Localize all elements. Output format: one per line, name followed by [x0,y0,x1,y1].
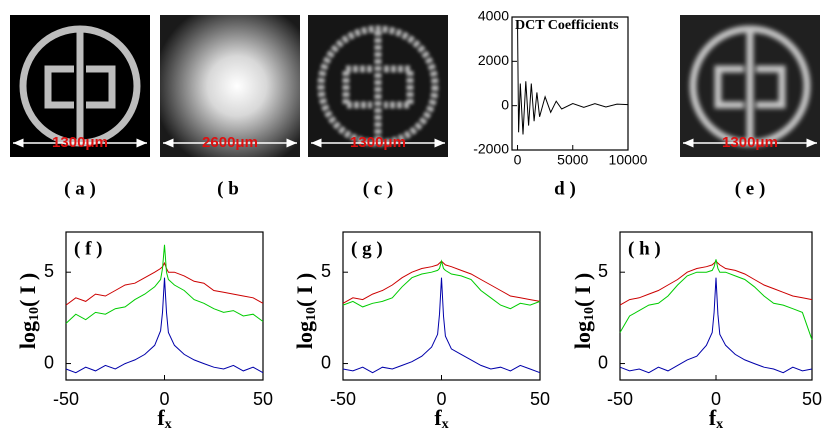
panel-caption: ( h ) [628,238,661,259]
series-line [65,277,264,374]
x-axis-label-main: f [709,405,717,430]
x-tick-label: 0 [514,152,522,168]
y-tick-label: 4000 [478,8,509,24]
y-axis-label-main: log [15,321,40,349]
y-tick-label: 5 [598,261,608,281]
y-tick-label: 0 [501,96,509,112]
y-axis-label: log10( I ) [570,273,597,349]
x-tick-label: 50 [802,389,822,409]
x-tick-label: 0 [159,389,169,409]
panel-caption: ( f ) [74,238,102,259]
x-tick-label: 10000 [609,152,648,168]
x-tick-label: 0 [436,389,446,409]
series-line [342,277,541,374]
y-axis-label-rest: ( I ) [15,273,40,307]
y-axis-label-rest: ( I ) [292,273,317,307]
chart-title: DCT Coefficients [515,18,619,33]
x-axis-label-main: f [157,405,165,430]
y-tick-label: 0 [44,352,54,372]
panel-caption: ( a ) [64,178,96,199]
y-tick-label: 0 [321,352,331,372]
y-tick-label: 5 [321,261,331,281]
x-axis-label: fx [709,405,723,432]
scale-label: 2600μm [202,134,258,151]
x-axis-label-main: f [434,405,442,430]
y-axis-label-sub: 10 [304,307,319,321]
y-tick-label: -2000 [473,141,509,157]
plot-frame [511,16,629,151]
series-line [619,277,813,374]
x-tick-label: 50 [253,389,273,409]
panel-caption: ( b [217,178,239,199]
x-axis-label: fx [157,405,171,432]
y-axis-label-sub: 10 [582,307,597,321]
x-tick-label: -50 [330,389,356,409]
x-axis-label-sub: x [165,417,172,432]
series-line [65,261,264,306]
x-axis-label: fx [434,405,448,432]
x-axis-label-sub: x [716,417,723,432]
x-tick-label: 50 [530,389,550,409]
y-axis-label: log10( I ) [15,273,42,349]
y-axis-label: log10( I ) [292,273,319,349]
image-c: 1300μm [308,15,448,157]
x-tick-label: -50 [607,389,633,409]
y-axis-label-sub: 10 [27,307,42,321]
series-line [517,21,629,135]
panel-caption: ( g ) [351,238,383,259]
panel-caption: ( e ) [735,178,766,199]
y-tick-label: 5 [44,261,54,281]
y-axis-label-main: log [292,321,317,349]
x-axis-label-sub: x [442,417,449,432]
panel-caption: d ) [554,178,576,199]
y-axis-label-main: log [570,321,595,349]
scale-label: 1300μm [350,134,406,151]
x-tick-label: -50 [53,389,79,409]
series-line [619,259,813,340]
x-tick-label: 0 [711,389,721,409]
scale-label: 1300μm [52,134,108,151]
image-e: 1300μm [680,15,820,157]
y-tick-label: 0 [598,352,608,372]
image-b: 2600μm [160,15,300,157]
x-tick-label: 5000 [557,152,588,168]
y-axis-label-rest: ( I ) [570,273,595,307]
panel-caption: ( c ) [363,178,394,199]
series-line [342,259,541,310]
image-a: 1300μm [10,15,150,157]
y-tick-label: 2000 [478,52,509,68]
scale-label: 1300μm [722,134,778,151]
series-line [65,244,264,324]
